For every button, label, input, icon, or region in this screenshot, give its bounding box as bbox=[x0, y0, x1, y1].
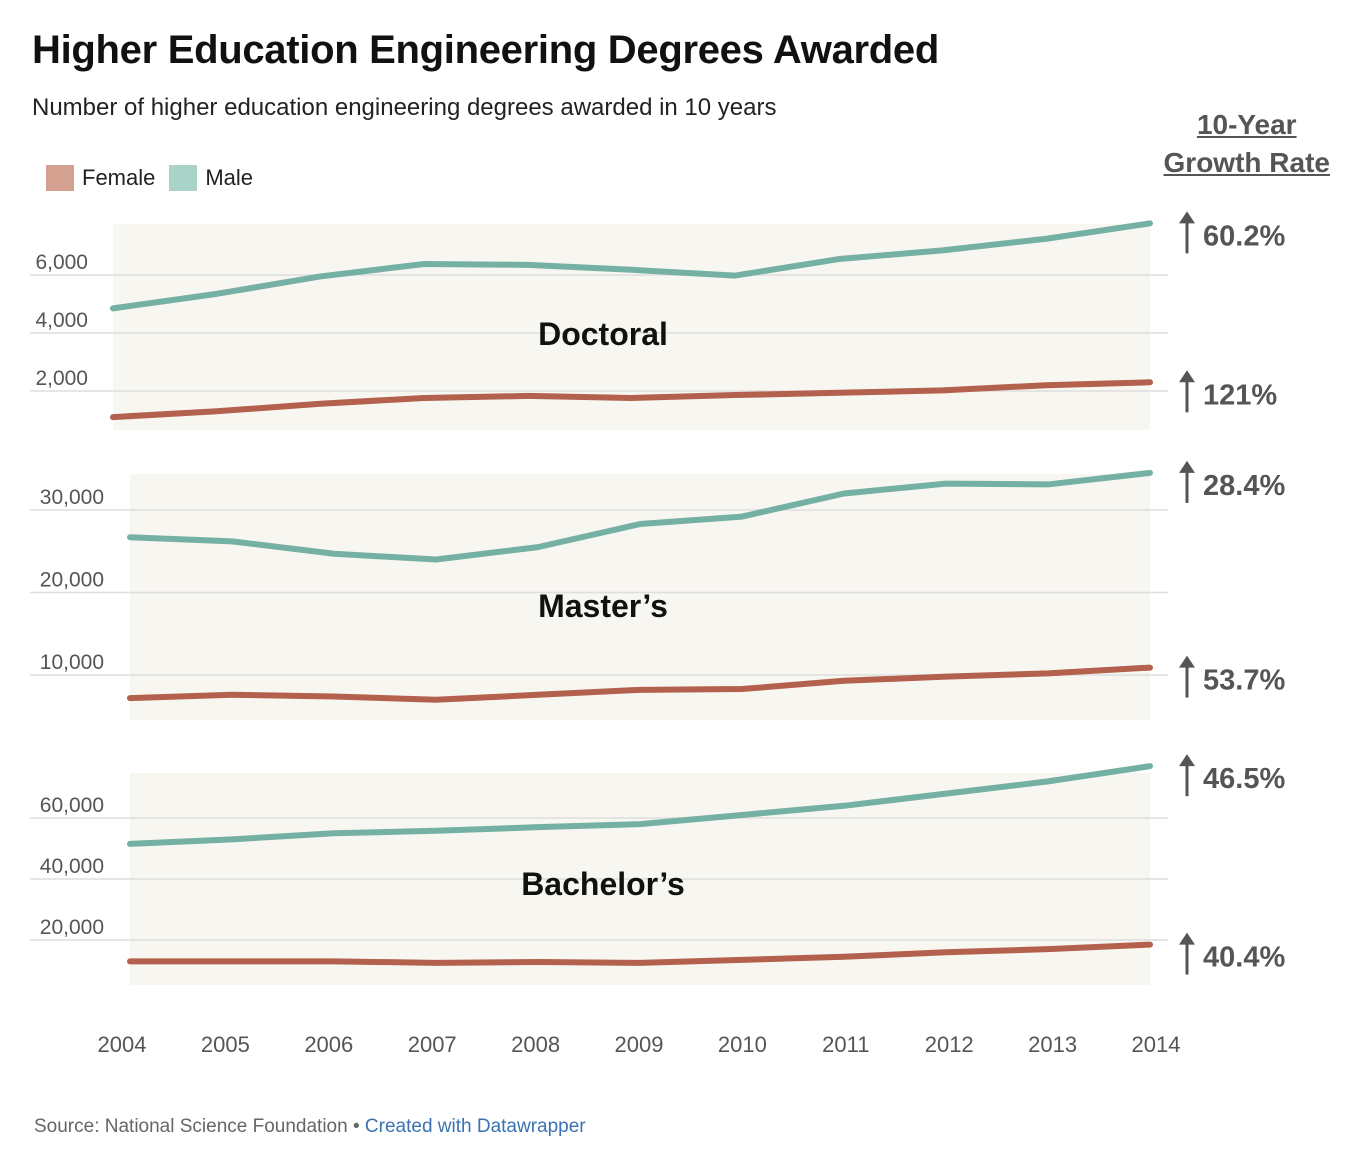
y-tick-label: 60,000 bbox=[40, 794, 104, 817]
x-tick-label: 2013 bbox=[1028, 1032, 1077, 1057]
growth-rate-female: 40.4% bbox=[1203, 942, 1285, 974]
y-tick-label: 6,000 bbox=[35, 251, 88, 274]
growth-header-line1: 10-Year bbox=[1196, 109, 1297, 140]
x-tick-label: 2014 bbox=[1132, 1032, 1181, 1057]
panel-masters: 10,000 20,000 30,000 Master’s 28.4% 53.7% bbox=[30, 460, 1285, 720]
series-line-male bbox=[127, 469, 1153, 563]
growth-arrow-up-icon bbox=[1179, 370, 1195, 383]
x-tick-label: 2010 bbox=[718, 1032, 767, 1057]
x-tick-label: 2012 bbox=[925, 1032, 974, 1057]
series-line-male bbox=[127, 763, 1153, 847]
x-tick-label: 2011 bbox=[822, 1032, 869, 1057]
x-tick-label: 2006 bbox=[304, 1032, 353, 1057]
legend-label-female: Female bbox=[82, 165, 156, 190]
panel-doctoral: 2,000 4,000 6,000 Doctoral 60.2% 121% bbox=[30, 211, 1285, 430]
growth-arrow-up-icon bbox=[1179, 211, 1195, 224]
legend-label-male: Male bbox=[205, 165, 254, 190]
source-text: Source: National Science Foundation bbox=[34, 1116, 348, 1137]
growth-arrow-up-icon bbox=[1179, 754, 1195, 767]
chart-title: Higher Education Engineering Degrees Awa… bbox=[32, 28, 939, 72]
growth-rate-male: 28.4% bbox=[1203, 470, 1285, 502]
series-line-male bbox=[110, 220, 1153, 312]
growth-rate-male: 60.2% bbox=[1203, 220, 1285, 252]
y-tick-label: 2,000 bbox=[35, 367, 88, 390]
x-tick-label: 2004 bbox=[98, 1032, 147, 1057]
growth-rate-female: 121% bbox=[1203, 379, 1277, 411]
x-tick-label: 2005 bbox=[201, 1032, 250, 1057]
y-tick-label: 20,000 bbox=[40, 569, 104, 592]
growth-arrow-up-icon bbox=[1179, 460, 1195, 473]
x-axis: 2004 2005 2006 2007 2008 2009 2010 2011 2012 2013… bbox=[98, 1032, 1181, 1057]
growth-arrow-up-icon bbox=[1179, 932, 1195, 945]
datawrapper-credit-link[interactable]: Created with Datawrapper bbox=[364, 1116, 586, 1137]
y-tick-label: 40,000 bbox=[40, 855, 104, 878]
y-tick-label: 10,000 bbox=[40, 651, 104, 674]
source-separator: • bbox=[347, 1116, 365, 1137]
legend: Female Male bbox=[46, 165, 267, 191]
y-tick-label: 4,000 bbox=[35, 309, 88, 332]
panel-label: Bachelor’s bbox=[521, 866, 685, 902]
legend-swatch-female bbox=[46, 165, 74, 191]
growth-header-line2: Growth Rate bbox=[1163, 147, 1330, 178]
series-line-female bbox=[127, 941, 1153, 966]
panel-label: Master’s bbox=[538, 588, 668, 624]
x-tick-label: 2007 bbox=[408, 1032, 457, 1057]
source-footer: Source: National Science Foundation • Cr… bbox=[34, 1116, 586, 1138]
growth-rate-header: 10-Year Growth Rate bbox=[1164, 106, 1330, 182]
y-tick-label: 30,000 bbox=[40, 486, 104, 509]
panel-label: Doctoral bbox=[538, 316, 668, 352]
growth-rate-female: 53.7% bbox=[1203, 665, 1285, 697]
legend-item-female: Female bbox=[46, 165, 155, 191]
legend-item-male: Male bbox=[169, 165, 253, 191]
chart-svg: 2,000 4,000 6,000 Doctoral 60.2% 121% 10,000 20… bbox=[30, 211, 1285, 1057]
growth-arrow-up-icon bbox=[1179, 655, 1195, 668]
growth-rate-male: 46.5% bbox=[1203, 763, 1285, 795]
y-tick-label: 20,000 bbox=[40, 916, 104, 939]
series-line-female bbox=[110, 379, 1153, 421]
panel-bachelors: 20,000 40,000 60,000 Bachelor’s 46.5% 40.4% bbox=[30, 754, 1285, 985]
x-tick-label: 2008 bbox=[511, 1032, 560, 1057]
series-line-female bbox=[127, 664, 1153, 703]
legend-swatch-male bbox=[169, 165, 198, 191]
x-tick-label: 2009 bbox=[615, 1032, 664, 1057]
panel-background bbox=[130, 474, 1150, 720]
chart-subtitle: Number of higher education engineering d… bbox=[32, 94, 777, 121]
